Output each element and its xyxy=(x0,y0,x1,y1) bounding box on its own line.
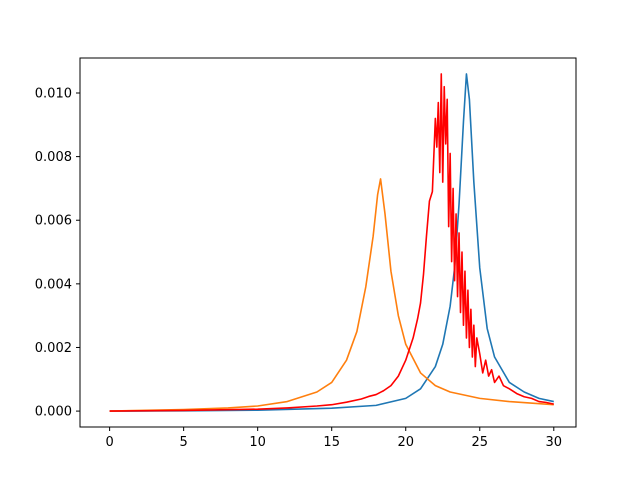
x-tick-label: 15 xyxy=(323,435,340,450)
y-tick-label: 0.004 xyxy=(35,277,72,292)
y-tick-label: 0.002 xyxy=(35,341,72,356)
x-tick-label: 25 xyxy=(471,435,488,450)
y-tick-label: 0.006 xyxy=(35,214,72,229)
plot-frame xyxy=(79,57,577,428)
y-tick-label: 0.000 xyxy=(35,405,72,420)
y-tick-label: 0.008 xyxy=(35,150,72,165)
y-tick-label: 0.010 xyxy=(35,86,72,101)
x-tick-label: 0 xyxy=(105,435,113,450)
series-line-3 xyxy=(109,73,554,412)
series-line-1 xyxy=(109,73,554,412)
series-line-2 xyxy=(109,178,554,412)
x-tick-label: 10 xyxy=(249,435,266,450)
x-axis: 0 5 10 15 20 25 30 xyxy=(105,427,562,450)
series-layer xyxy=(109,73,554,412)
y-axis: 0.000 0.002 0.004 0.006 0.008 0.010 xyxy=(35,86,80,420)
x-tick-label: 5 xyxy=(180,435,188,450)
x-tick-label: 20 xyxy=(397,435,414,450)
x-tick-label: 30 xyxy=(546,435,563,450)
